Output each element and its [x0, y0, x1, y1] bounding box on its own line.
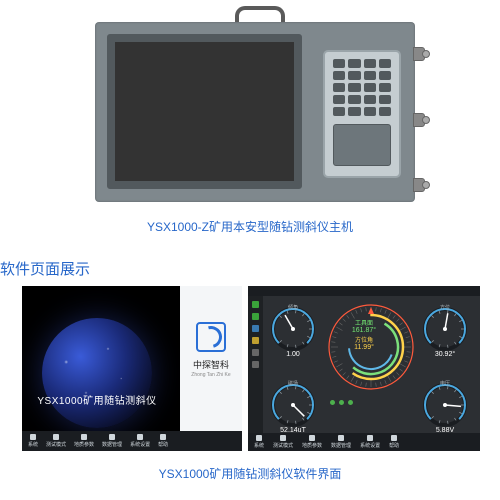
bottom-label: 地质参数	[74, 441, 94, 448]
splash-globe-graphic	[42, 318, 152, 428]
bottom-label: 测试模式	[46, 441, 66, 448]
bottom-bar-item[interactable]: 数据管理	[331, 435, 351, 449]
bottom-icon	[53, 434, 59, 440]
brand-sub: Zhong Tan Zhi Ke	[191, 372, 230, 378]
bottom-icon	[137, 434, 143, 440]
splash-side-panel: 中探智科 Zhong Tan Zhi Ke	[180, 286, 242, 451]
bottom-label: 系统设置	[360, 442, 380, 449]
software-splash-screen: YSX1000矿用随钻测斜仪 中探智科 Zhong Tan Zhi Ke 系统 测…	[22, 286, 242, 451]
bottom-icon	[109, 434, 115, 440]
device-body	[95, 22, 415, 202]
bottom-label: 系统设置	[130, 441, 150, 448]
device-keypad	[323, 50, 401, 178]
bottom-label: 帮助	[158, 441, 168, 448]
brand-name: 中探智科	[193, 358, 229, 371]
bottom-label: 系统	[254, 442, 264, 449]
splash-bottom-bar: 系统 测试模式 地质参数 数据管理 系统设置 帮助	[22, 431, 242, 451]
sidebar-icon[interactable]	[252, 361, 259, 368]
bottom-bar-item[interactable]: 测试模式	[46, 434, 66, 448]
gauge-magnetic: 磁场52.14uT	[270, 382, 316, 428]
connector-2	[413, 112, 429, 126]
connector-1	[413, 46, 429, 60]
bottom-label: 地质参数	[302, 442, 322, 449]
bottom-bar-item[interactable]: 系统设置	[130, 434, 150, 448]
bottom-icon	[256, 435, 262, 441]
bottom-icon	[160, 434, 166, 440]
gauge-name: 磁场	[270, 380, 316, 387]
dashboard-bottom-bar: 系统 测试模式 地质参数 数据管理 系统设置 帮助	[248, 433, 480, 451]
bottom-icon	[81, 434, 87, 440]
gauge-name: 倾角	[270, 304, 316, 311]
bottom-bar-item[interactable]: 地质参数	[74, 434, 94, 448]
bottom-bar-item[interactable]: 系统设置	[360, 435, 380, 449]
device-illustration	[95, 8, 425, 208]
bottom-bar-item[interactable]: 系统	[254, 435, 264, 449]
keypad-touchpad	[333, 124, 391, 166]
compass-label-1: 工具面	[248, 318, 480, 327]
device-screen	[107, 34, 302, 189]
bottom-bar-item[interactable]: 测试模式	[273, 435, 293, 449]
gauge-name: 方位	[422, 304, 468, 311]
bottom-bar-item[interactable]: 地质参数	[302, 435, 322, 449]
brand-logo-icon	[196, 322, 226, 352]
gauge-name: 电压	[422, 380, 468, 387]
bottom-label: 数据管理	[102, 441, 122, 448]
compass-value-2: 11.99°	[248, 344, 480, 351]
connector-3	[413, 177, 429, 191]
compass-readout: 工具面 161.87° 方位角 11.99°	[248, 318, 480, 351]
bottom-icon	[338, 435, 344, 441]
bottom-label: 测试模式	[273, 442, 293, 449]
compass-label-2: 方位角	[248, 335, 480, 344]
section-title: 软件页面展示	[0, 258, 90, 279]
bottom-icon	[367, 435, 373, 441]
status-dots	[330, 400, 353, 405]
sidebar-icon[interactable]	[252, 301, 259, 308]
splash-product-title: YSX1000矿用随钻测斜仪	[22, 392, 172, 407]
bottom-bar-item[interactable]: 帮助	[158, 434, 168, 448]
bottom-icon	[280, 435, 286, 441]
bottom-label: 帮助	[389, 442, 399, 449]
gauge-value: 30.92°	[422, 351, 468, 358]
dashboard-sidebar	[248, 296, 263, 433]
gauge-voltage: 电压5.88V	[422, 382, 468, 428]
bottom-bar-item[interactable]: 数据管理	[102, 434, 122, 448]
software-dashboard: 倾角 1.00 方位 30.92° 磁场52.14uT 电压5.88V 工具面 16…	[248, 286, 480, 451]
bottom-icon	[30, 434, 36, 440]
bottom-bar-item[interactable]: 系统	[28, 434, 38, 448]
bottom-label: 数据管理	[331, 442, 351, 449]
dashboard-titlebar	[248, 286, 480, 296]
device-caption: YSX1000-Z矿用本安型随钻测斜仪主机	[0, 218, 500, 235]
bottom-icon	[391, 435, 397, 441]
compass-value-1: 161.87°	[248, 327, 480, 334]
bottom-label: 系统	[28, 441, 38, 448]
keypad-grid	[333, 59, 391, 116]
bottom-bar-item[interactable]: 帮助	[389, 435, 399, 449]
software-screenshots: YSX1000矿用随钻测斜仪 中探智科 Zhong Tan Zhi Ke 系统 测…	[22, 286, 480, 451]
bottom-icon	[309, 435, 315, 441]
software-caption: YSX1000矿用随钻测斜仪软件界面	[0, 465, 500, 482]
gauge-value: 1.00	[270, 351, 316, 358]
